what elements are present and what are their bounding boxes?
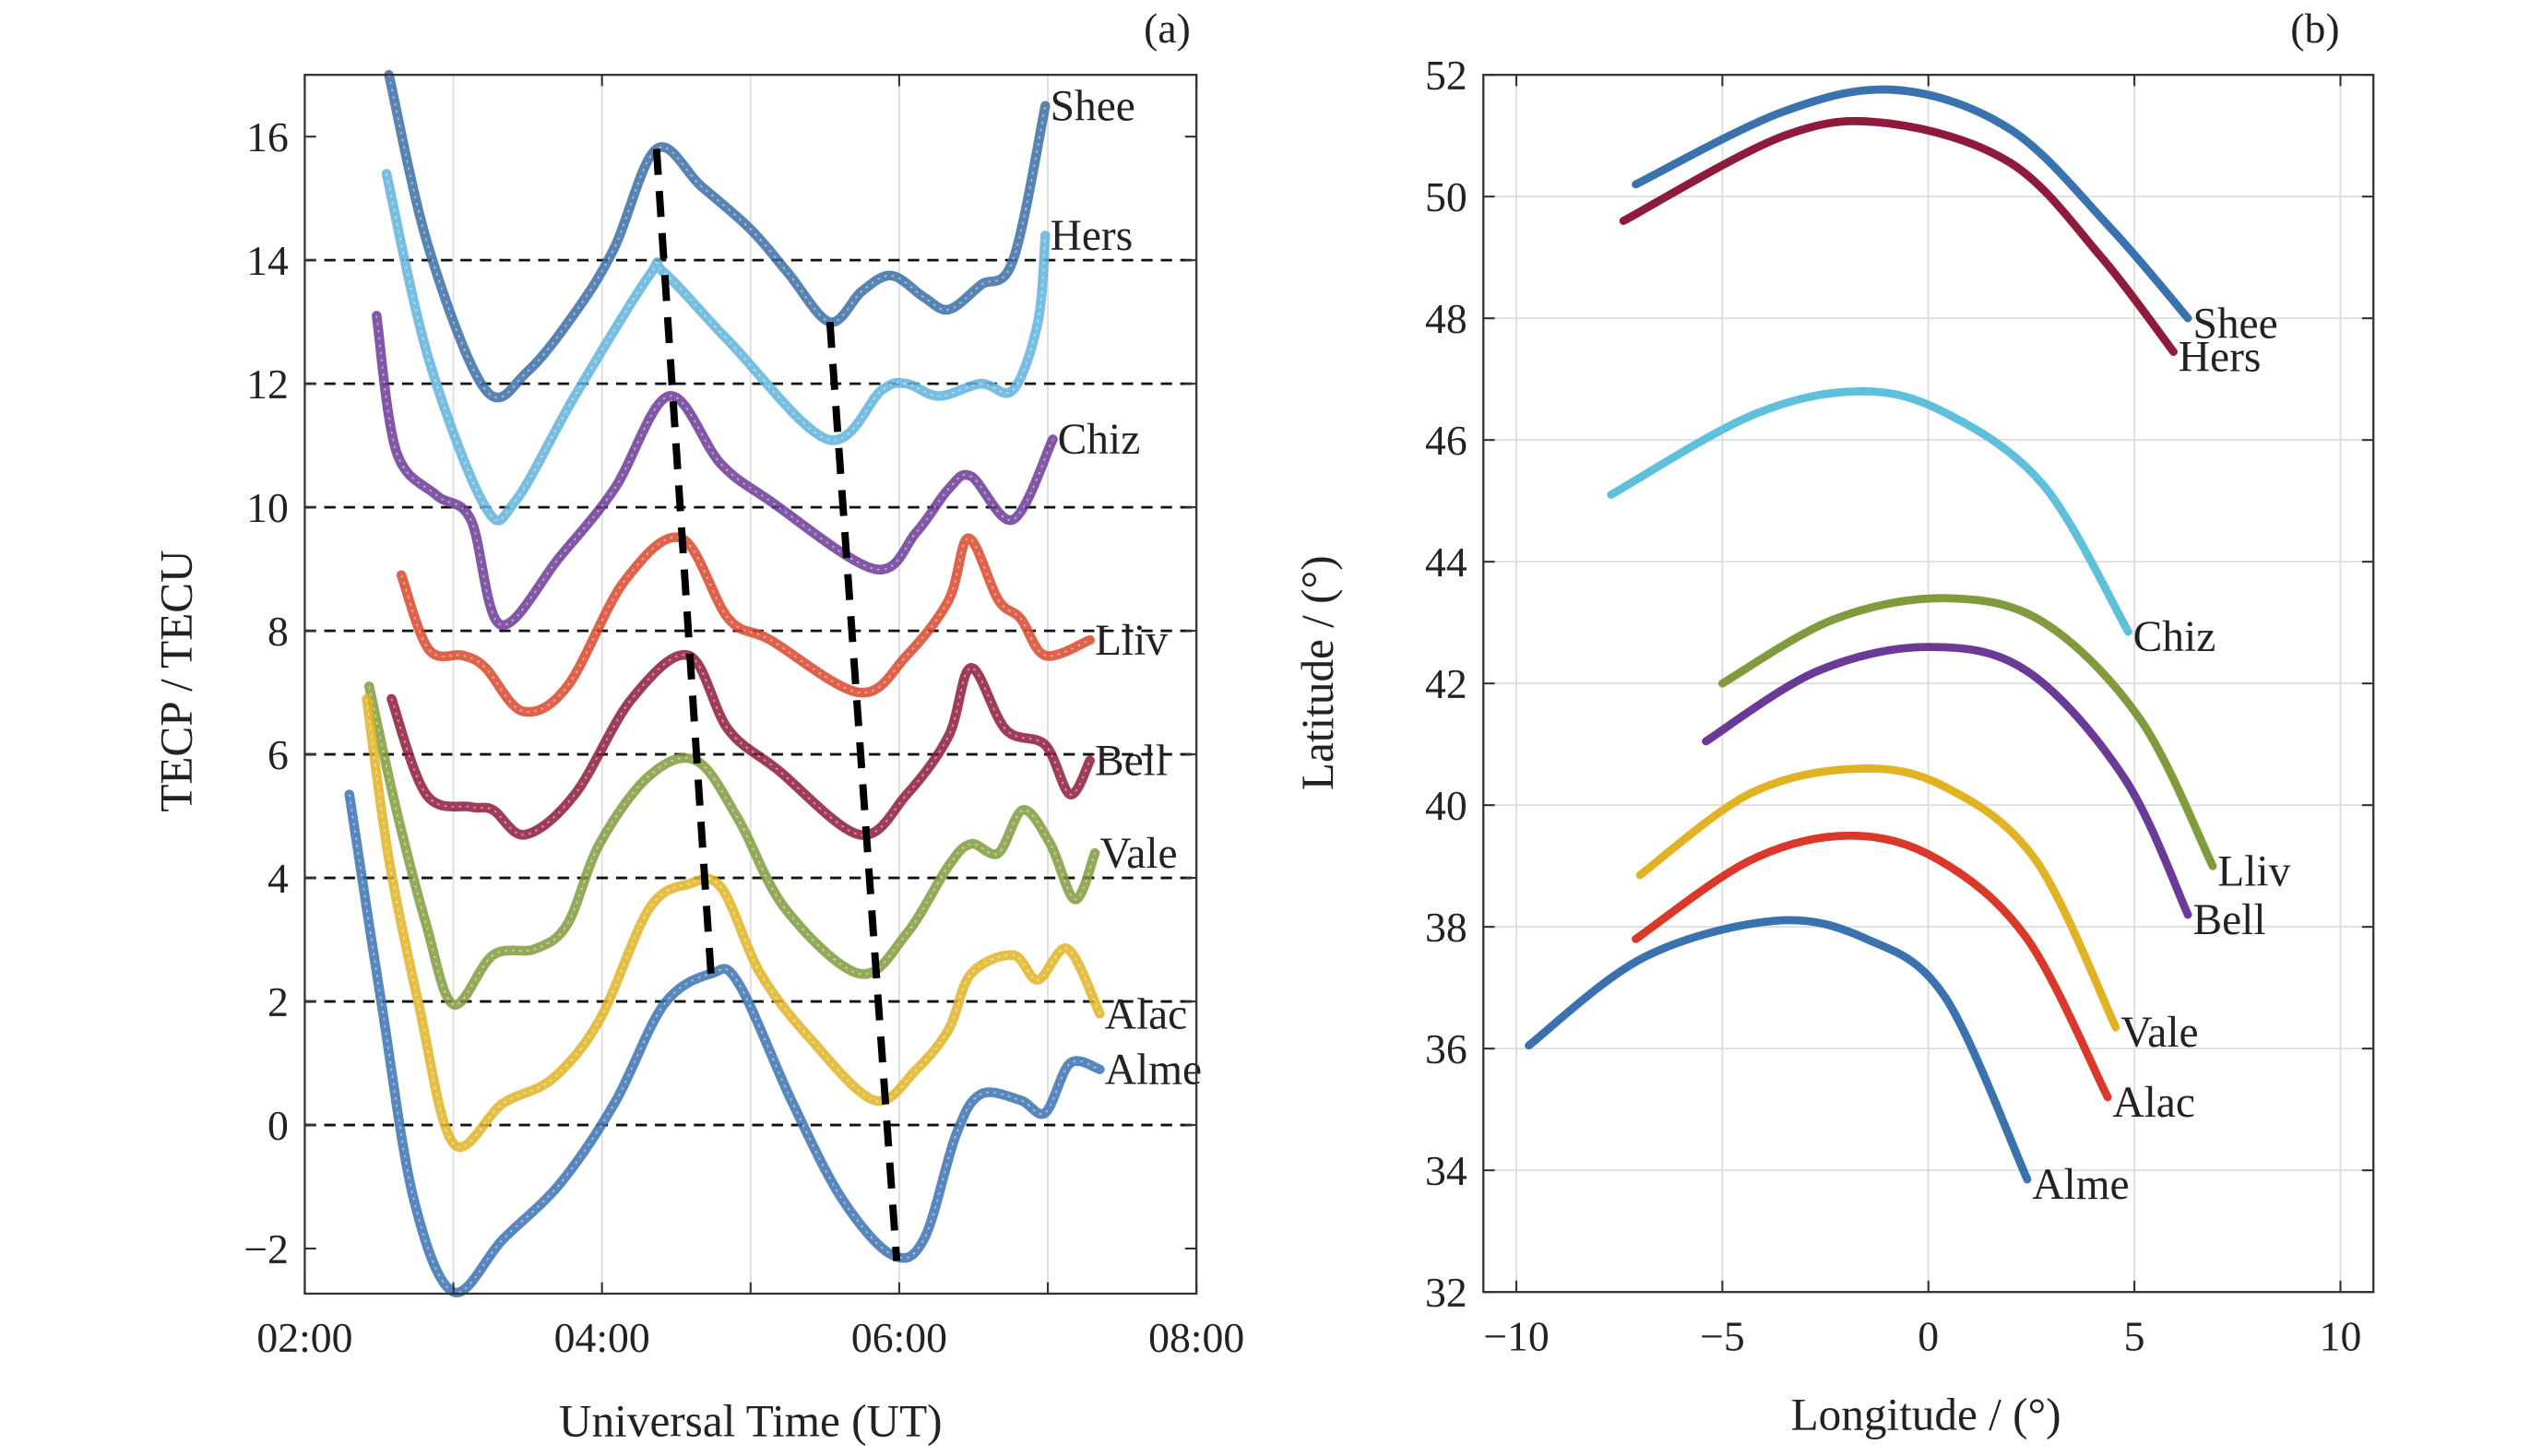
series-markers-vale	[368, 686, 1096, 1006]
panel-b-ylabel: Latitude / (°)	[1292, 555, 1343, 790]
series-line-chiz	[372, 311, 1058, 630]
y-tick-label: 38	[1425, 904, 1467, 951]
y-tick-label: 44	[1425, 539, 1467, 586]
series-markers-shee	[387, 74, 1047, 398]
series-line-chiz	[1607, 387, 2132, 636]
series-markers-alac	[365, 698, 1101, 1148]
x-tick-label: 04:00	[554, 1314, 650, 1361]
y-tick-label: 50	[1425, 173, 1467, 220]
series-label-bell: Bell	[2192, 896, 2265, 944]
y-tick-label: 4	[267, 855, 289, 902]
y-tick-label: 16	[246, 113, 289, 160]
series-line-vale	[1635, 764, 2120, 1032]
series-line-lliv	[1717, 594, 2217, 870]
series-line-bell	[1702, 643, 2192, 919]
y-tick-label: 10	[246, 484, 289, 531]
series-line-alac	[1632, 831, 2112, 1102]
panel-a: (a) Universal Time (UT) TECP / TECU Shee…	[150, 5, 1244, 1447]
y-tick-label: 40	[1425, 782, 1467, 829]
y-tick-label: 32	[1425, 1269, 1467, 1316]
series-label-alme: Alme	[2032, 1161, 2129, 1209]
y-tick-label: 8	[267, 608, 289, 655]
series-markers-alme	[348, 794, 1100, 1294]
panel-b-title: (b)	[2290, 5, 2339, 52]
y-tick-label: 34	[1425, 1147, 1467, 1194]
series-line-alme	[1525, 916, 2032, 1184]
series-label-bell: Bell	[1095, 738, 1168, 786]
x-tick-label: 02:00	[256, 1314, 352, 1361]
series-line-hers	[381, 169, 1051, 526]
series-line-alac	[362, 693, 1105, 1152]
y-tick-label: 52	[1425, 52, 1467, 99]
series-label-alac: Alac	[1105, 990, 1188, 1038]
panel-a-title: (a)	[1144, 5, 1191, 52]
series-line-alme	[344, 789, 1105, 1297]
series-label-lliv: Lliv	[2217, 847, 2290, 895]
x-tick-label: 0	[1918, 1312, 1939, 1359]
y-tick-label: 36	[1425, 1025, 1467, 1072]
series-label-hers: Hers	[1051, 212, 1134, 260]
series-label-hers: Hers	[2179, 334, 2262, 382]
y-tick-label: −2	[244, 1225, 289, 1273]
series-markers-bell	[390, 654, 1091, 836]
x-tick-label: −10	[1483, 1312, 1549, 1359]
y-tick-label: 48	[1425, 295, 1467, 342]
series-markers-hers	[386, 173, 1047, 522]
series-label-chiz: Chiz	[1058, 416, 1141, 464]
x-tick-label: 08:00	[1148, 1314, 1244, 1361]
series-label-lliv: Lliv	[1095, 617, 1168, 665]
series-label-vale: Vale	[2120, 1009, 2198, 1057]
series-label-alme: Alme	[1105, 1047, 1202, 1095]
y-tick-label: 42	[1425, 660, 1467, 707]
y-tick-label: 2	[267, 978, 289, 1025]
panel-b: (b) Longitude / (°) Latitude / (°) SheeH…	[1292, 5, 2375, 1440]
x-tick-label: 10	[2320, 1312, 2362, 1359]
trend-line-peak	[652, 148, 715, 975]
series-label-alac: Alac	[2112, 1079, 2195, 1127]
panel-a-xlabel: Universal Time (UT)	[559, 1396, 942, 1447]
x-tick-label: 5	[2124, 1312, 2145, 1359]
panel-b-xlabel: Longitude / (°)	[1791, 1390, 2061, 1440]
series-label-shee: Shee	[2192, 300, 2277, 348]
y-tick-label: 14	[246, 237, 289, 284]
x-tick-label: −5	[1700, 1312, 1745, 1359]
series-label-vale: Vale	[1099, 830, 1177, 878]
series-line-lliv	[396, 532, 1095, 717]
series-line-shee	[384, 69, 1051, 403]
y-tick-label: 0	[267, 1102, 289, 1149]
series-line-hers	[1619, 116, 2178, 356]
series-label-chiz: Chiz	[2133, 613, 2216, 661]
x-tick-label: 06:00	[851, 1314, 947, 1361]
series-line-shee	[1632, 85, 2192, 323]
y-tick-label: 46	[1425, 417, 1467, 464]
panel-a-ylabel: TECP / TECU	[150, 550, 201, 811]
y-tick-label: 6	[267, 731, 289, 778]
trend-line-trough	[826, 321, 901, 1261]
y-tick-label: 12	[246, 361, 289, 408]
series-label-shee: Shee	[1051, 82, 1135, 130]
